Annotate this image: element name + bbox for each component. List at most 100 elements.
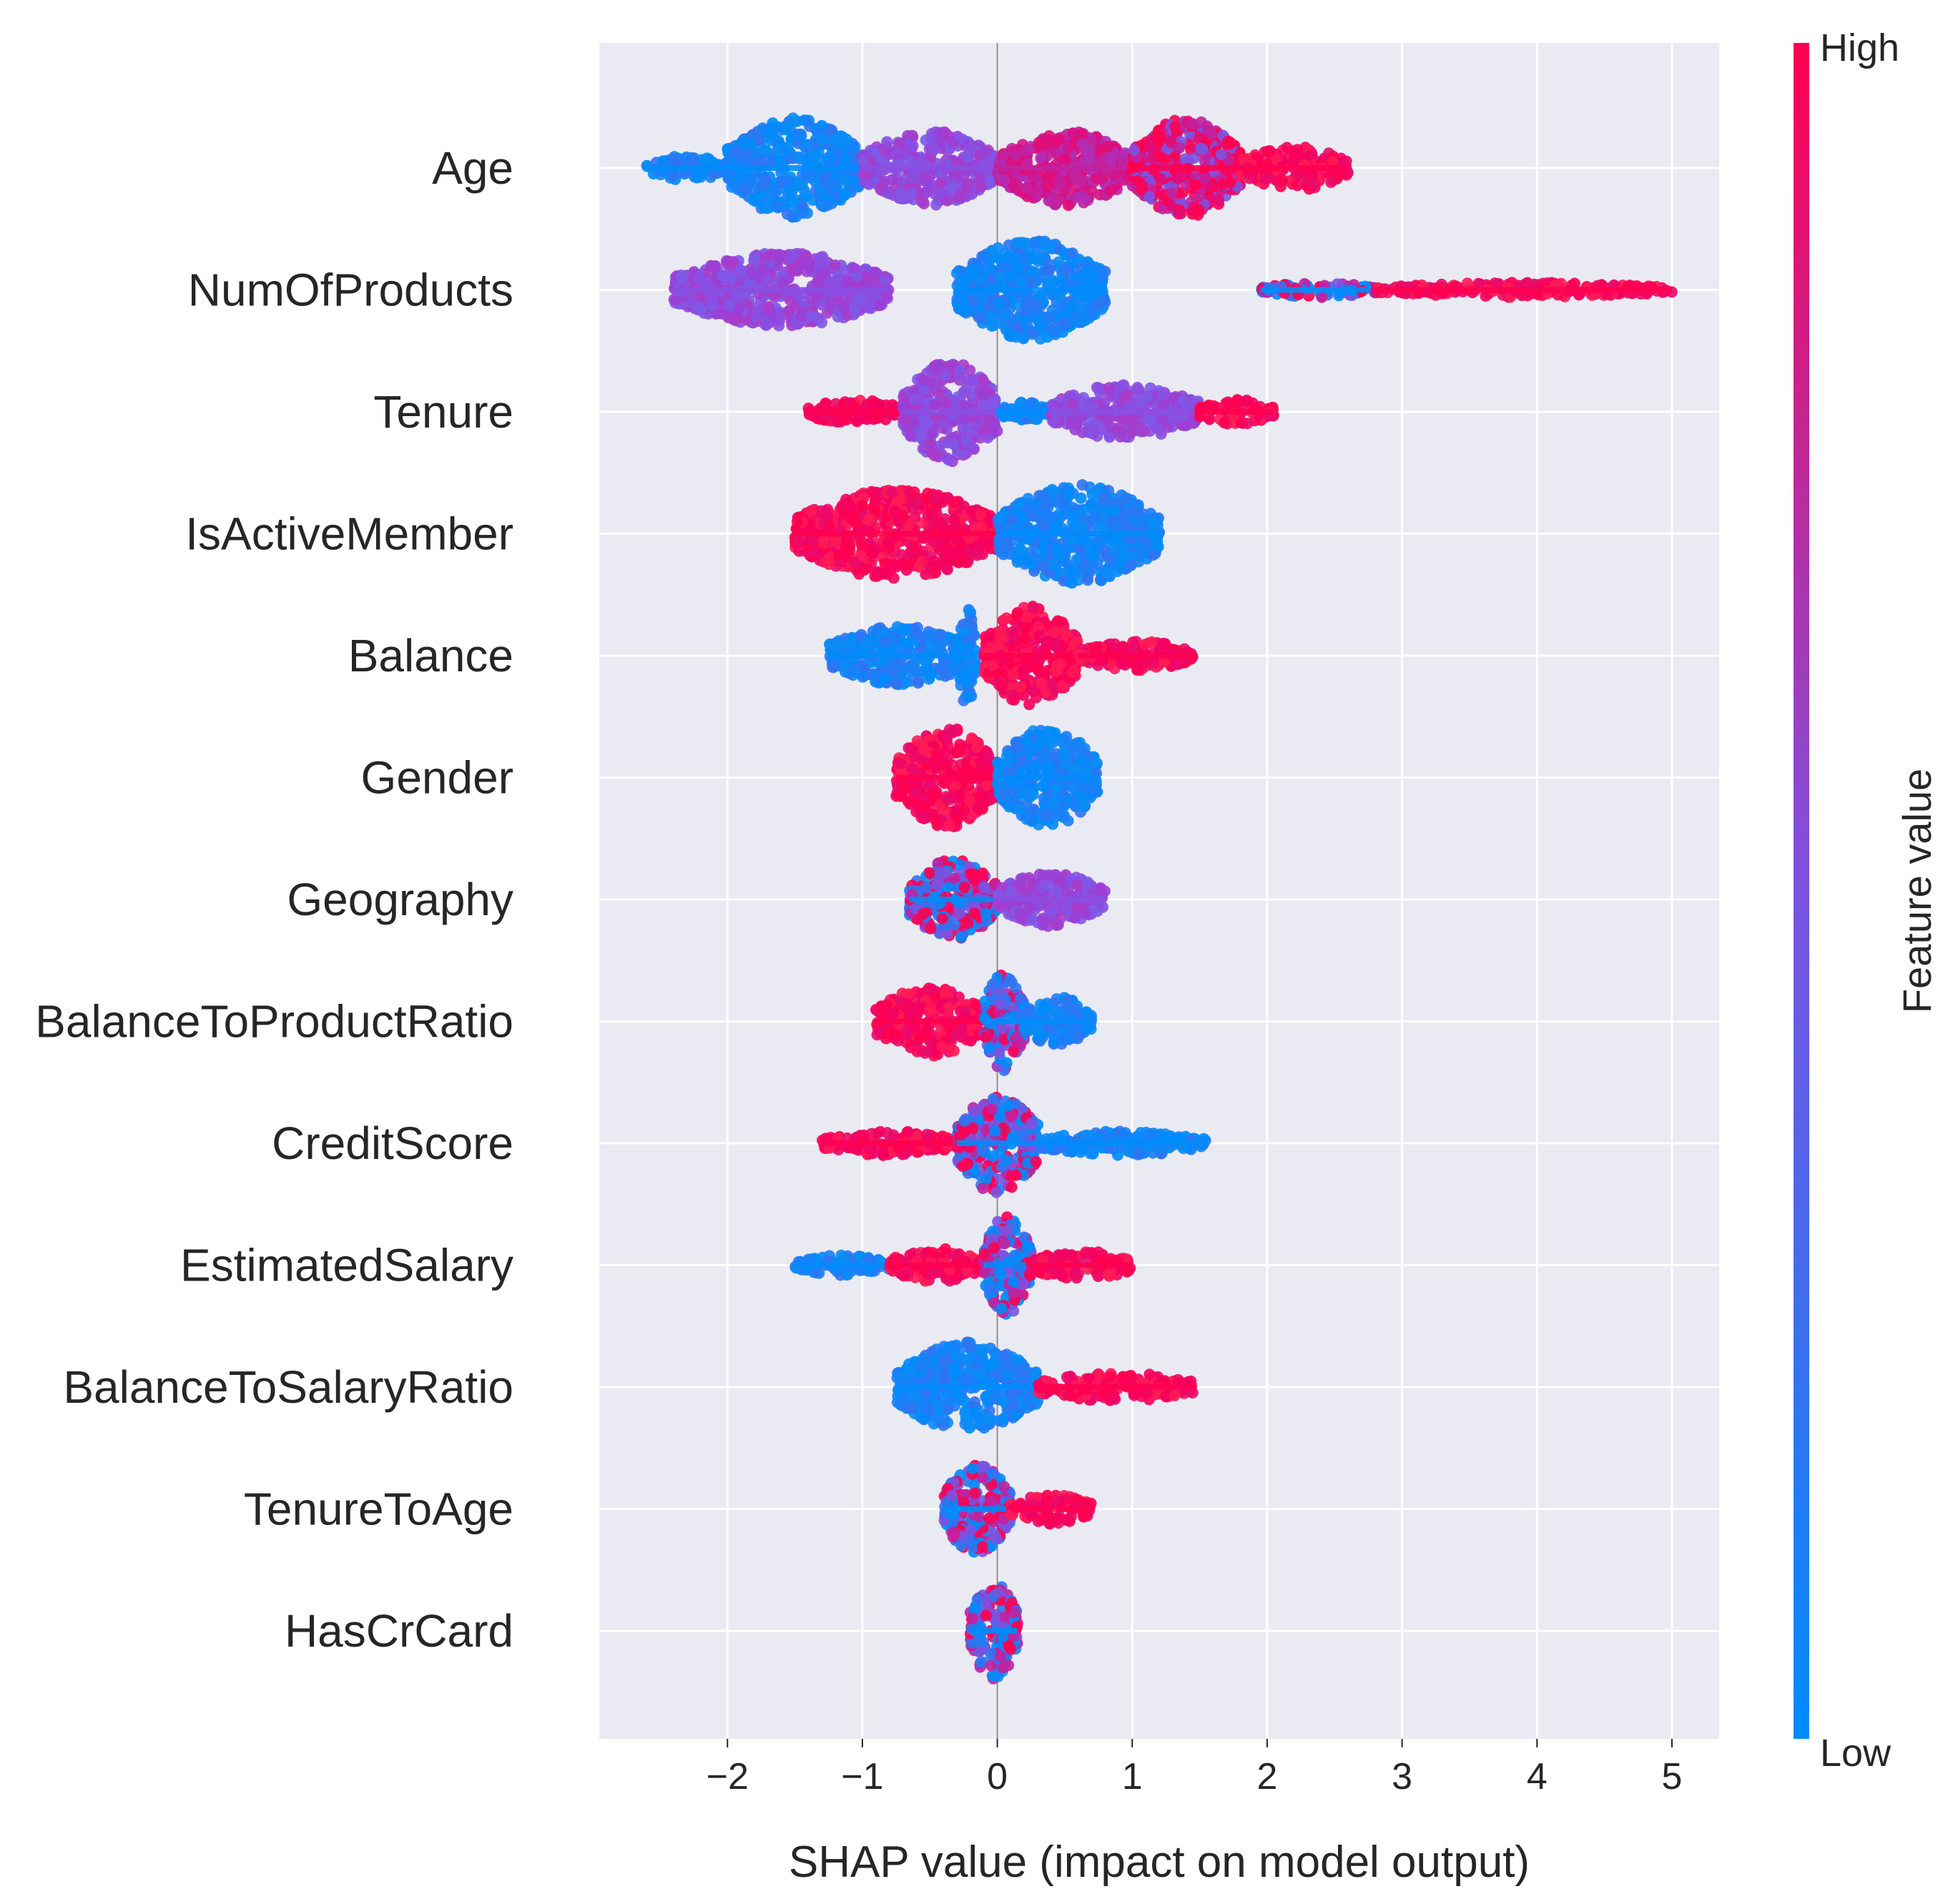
shap-point (993, 271, 1005, 283)
shap-point (939, 370, 951, 382)
shap-band-core (808, 409, 903, 415)
shap-point (1035, 152, 1047, 164)
shap-point (681, 151, 692, 163)
shap-point (757, 122, 769, 134)
shap-point (917, 374, 929, 386)
shap-point (850, 517, 862, 529)
shap-point (786, 195, 798, 207)
shap-point (977, 373, 988, 385)
shap-point (1188, 152, 1200, 164)
shap-point (1088, 424, 1100, 435)
shap-point (1067, 127, 1079, 139)
shap-point (695, 303, 707, 315)
shap-point (1199, 155, 1211, 167)
shap-point (1030, 300, 1043, 312)
shap-band-core (997, 409, 1052, 415)
shap-point (1053, 256, 1065, 268)
shap-point (1102, 141, 1114, 152)
shap-point (948, 137, 960, 149)
shap-point (749, 252, 761, 265)
shap-point (783, 305, 795, 317)
shap-point (948, 496, 960, 508)
shap-point (1066, 398, 1078, 410)
shap-point (1030, 187, 1043, 199)
shap-band-core (902, 409, 998, 415)
shap-band-core (1051, 409, 1200, 415)
shap-point (797, 207, 810, 219)
shap-point (756, 180, 768, 192)
shap-point (1008, 179, 1020, 192)
beeswarm-points (641, 112, 1678, 1685)
shap-point (716, 270, 728, 282)
shap-point (869, 544, 881, 556)
shap-point (879, 274, 891, 286)
shap-point (1157, 399, 1169, 411)
shap-point (1113, 382, 1126, 394)
shap-point (1292, 144, 1304, 156)
shap-point (822, 199, 834, 211)
shap-point (774, 249, 786, 261)
shap-point (893, 137, 905, 149)
shap-point (1025, 397, 1038, 409)
shap-point (980, 146, 992, 158)
shap-point (1186, 118, 1199, 130)
shap-point (968, 295, 980, 307)
shap-point (948, 179, 960, 192)
shap-point (1058, 317, 1071, 329)
shap-point (907, 139, 919, 152)
shap-point (769, 187, 782, 199)
shap-point (892, 515, 905, 527)
shap-point (1070, 420, 1082, 432)
shap-point (794, 153, 806, 165)
shap-point (1217, 178, 1229, 190)
shap-point (762, 273, 774, 285)
shap-point (868, 145, 880, 157)
shap-point (853, 568, 865, 580)
shap-point (825, 124, 837, 136)
shap-point (995, 317, 1007, 330)
shap-point (1128, 144, 1141, 156)
shap-point (1048, 325, 1059, 337)
shap-point (829, 259, 841, 271)
shap-point (1155, 173, 1167, 185)
shap-point (993, 298, 1005, 310)
feature-points (641, 112, 1354, 223)
shap-point (1005, 271, 1018, 282)
shap-point (1215, 149, 1227, 161)
shap-point (1008, 254, 1020, 266)
shap-band-core (1199, 409, 1274, 415)
shap-point (935, 177, 947, 189)
shap-point (1086, 309, 1098, 321)
shap-point (1071, 310, 1083, 322)
shap-point (1010, 320, 1023, 332)
shap-point (1171, 172, 1183, 184)
shap-point (693, 272, 705, 285)
shap-point (1081, 267, 1093, 279)
shap-point (910, 541, 922, 553)
shap-point (1105, 421, 1117, 433)
shap-point (870, 397, 882, 409)
shap-point (941, 194, 953, 207)
shap-point (1062, 142, 1074, 154)
shap-point (962, 179, 974, 191)
shap-point (1039, 137, 1051, 149)
shap-point (801, 114, 813, 127)
shap-point (988, 418, 1000, 430)
shap-point (929, 398, 941, 410)
shap-point (830, 536, 842, 548)
shap-point (820, 398, 832, 409)
shap-point (765, 127, 777, 139)
shap-band-core (794, 531, 998, 537)
shap-point (998, 149, 1010, 162)
shap-point (705, 293, 717, 305)
shap-point (1259, 173, 1271, 185)
shap-point (1172, 207, 1184, 219)
shap-point (978, 251, 990, 263)
shap-point (1096, 173, 1108, 185)
shap-band-core (646, 165, 728, 171)
shap-point (943, 454, 955, 466)
shap-point (938, 537, 950, 548)
shap-point (1244, 172, 1256, 184)
shap-point (795, 310, 807, 322)
